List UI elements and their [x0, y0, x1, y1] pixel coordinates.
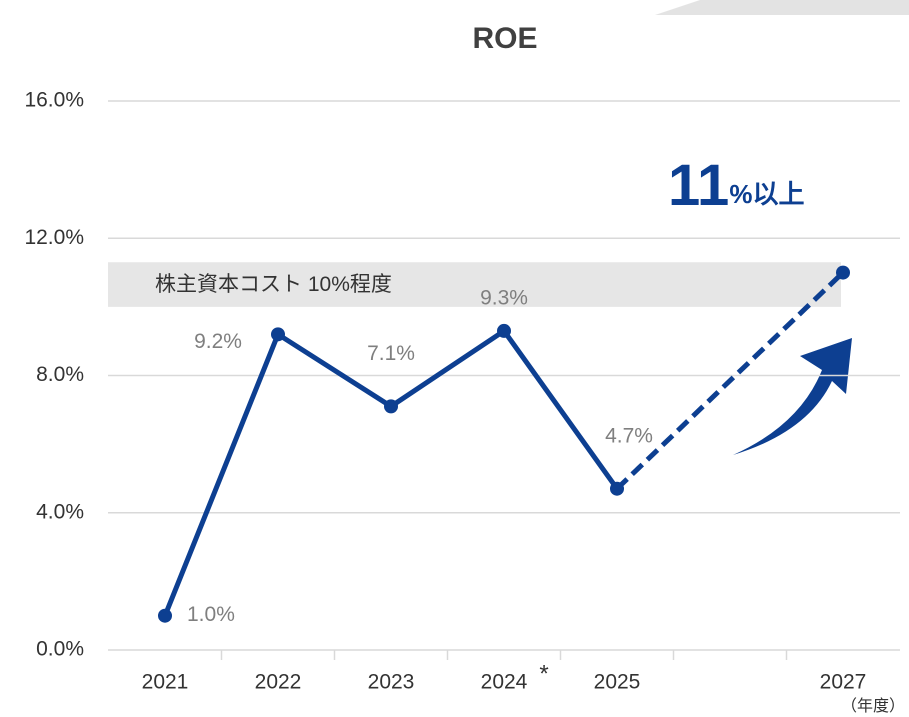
- point: [497, 323, 511, 338]
- x-tick-label: 2027: [820, 671, 867, 694]
- x-tick-label: 2023: [368, 671, 415, 694]
- x-tick-label: 2022: [255, 671, 302, 694]
- y-tick-label: 8.0%: [36, 363, 84, 386]
- decoration: [655, 0, 909, 15]
- target-suffix: %以上: [729, 179, 804, 209]
- x-tick-label: 2021: [142, 671, 189, 694]
- point: [836, 265, 850, 280]
- grid: [108, 100, 900, 660]
- x-tick-label: 2024: [481, 671, 528, 694]
- y-tick-label: 4.0%: [36, 500, 84, 523]
- cost-band: [108, 262, 841, 307]
- value-label: 9.3%: [480, 286, 528, 309]
- value-label: 4.7%: [605, 424, 653, 447]
- value-label: 9.2%: [194, 330, 242, 353]
- band-label: 株主資本コスト 10%程度: [155, 273, 392, 296]
- chart-title: ROE: [472, 22, 537, 55]
- arrow: [733, 338, 852, 455]
- target-number: 11: [668, 153, 729, 218]
- y-tick-label: 12.0%: [24, 226, 84, 249]
- value-label: 7.1%: [367, 342, 415, 365]
- target-line: [615, 270, 845, 491]
- point: [610, 481, 624, 496]
- y-tick-label: 16.0%: [24, 89, 84, 112]
- plot: [158, 265, 850, 623]
- x-tick-label: 2025: [594, 671, 641, 694]
- point: [271, 327, 285, 342]
- target-label: 11%以上: [668, 153, 804, 218]
- annotation: *: [539, 660, 548, 687]
- value-label: 1.0%: [187, 603, 235, 626]
- x-unit: （年度）: [841, 697, 905, 715]
- point: [384, 399, 398, 414]
- y-tick-label: 0.0%: [36, 638, 84, 661]
- actual-line: [162, 328, 620, 617]
- point: [158, 608, 172, 623]
